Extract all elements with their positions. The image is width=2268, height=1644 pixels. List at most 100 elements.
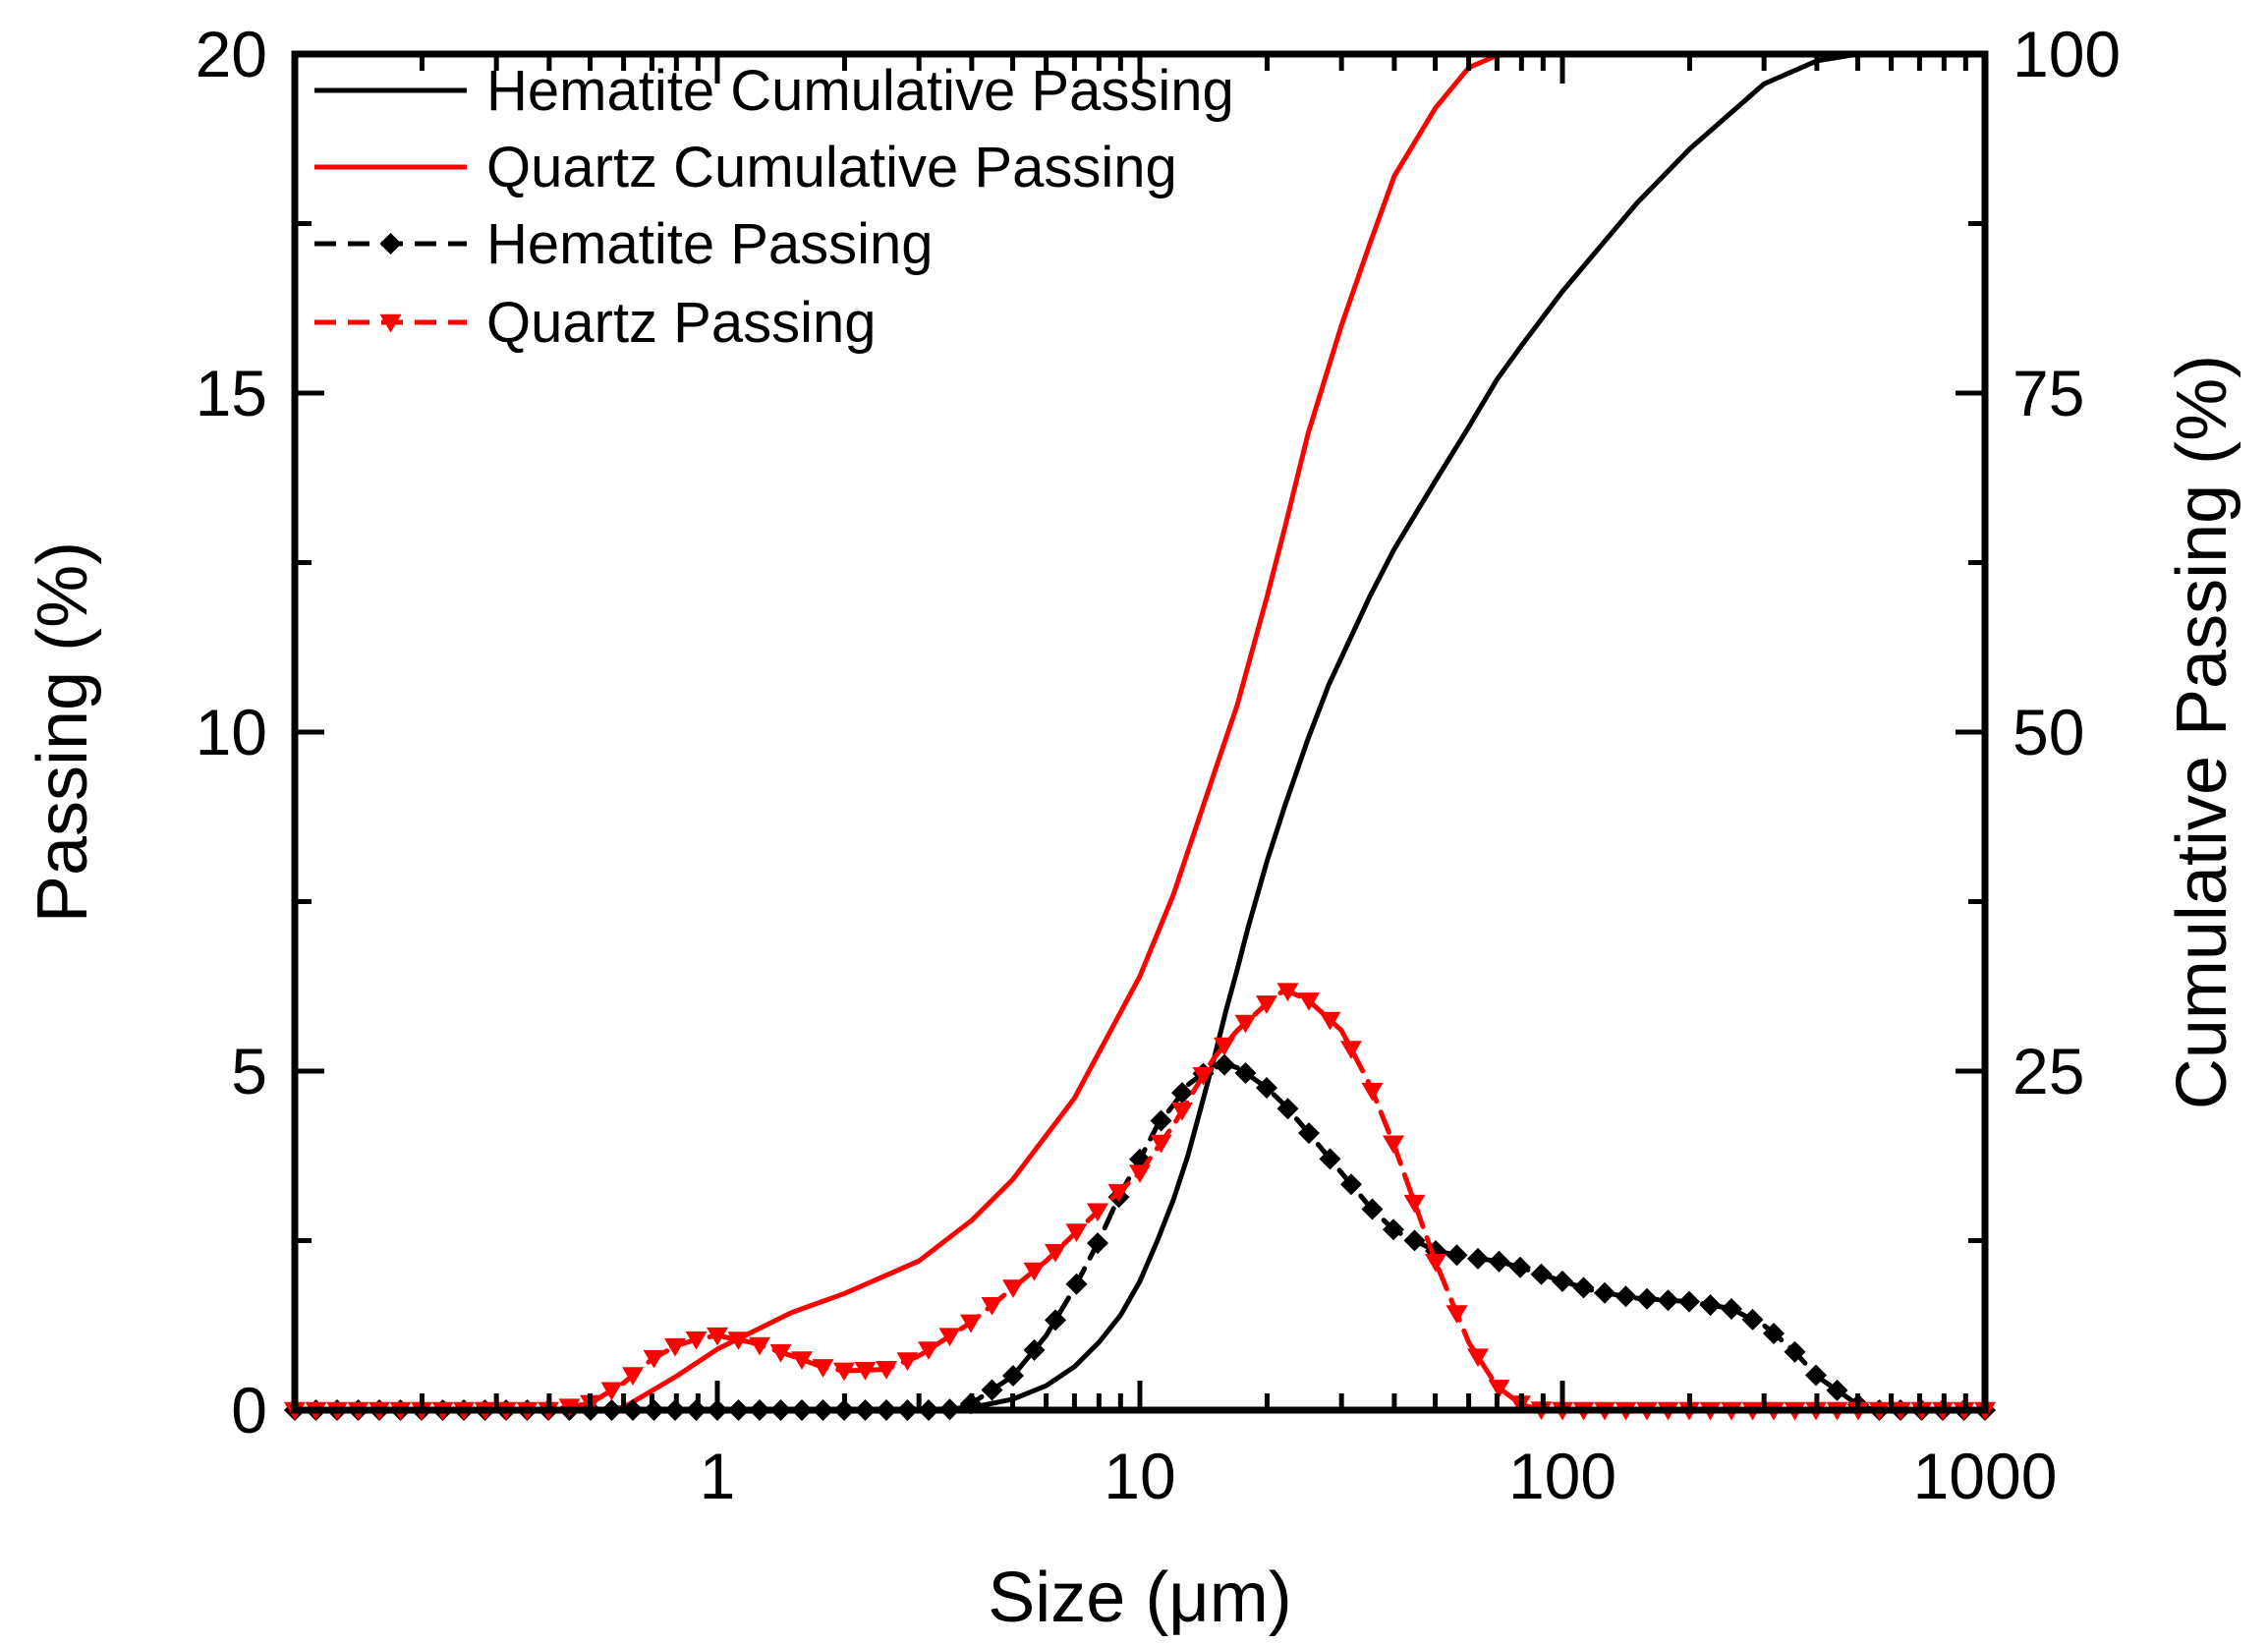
data-point <box>1403 1229 1426 1252</box>
data-point <box>1214 1053 1235 1076</box>
data-point <box>1361 1198 1384 1220</box>
data-point <box>1045 1243 1066 1263</box>
y-left-tick-label: 20 <box>196 18 267 90</box>
y-left-axis-title: Passing (%) <box>24 541 102 923</box>
data-point <box>1784 1340 1806 1363</box>
data-point <box>1319 1148 1341 1170</box>
data-point <box>685 1331 708 1350</box>
series-line-hematite-passing <box>292 1061 1988 1413</box>
data-point <box>1192 1066 1215 1086</box>
data-point <box>1107 1183 1130 1203</box>
y-right-tick-label: 50 <box>2013 696 2084 768</box>
axes-layer: 1 10 100 1000 0 5 10 15 20 25 50 75 100 Size (μm) Pass… <box>24 18 2241 1637</box>
data-point <box>1023 1338 1046 1361</box>
data-point <box>1045 1309 1066 1332</box>
data-point <box>981 1379 1003 1401</box>
legend-label: Hematite Passing <box>486 212 934 276</box>
data-point <box>1699 1294 1722 1317</box>
data-point <box>960 1314 982 1333</box>
x-tick-label: 1000 <box>1913 1440 2058 1512</box>
data-point <box>1002 1279 1024 1298</box>
legend-marker <box>379 313 402 333</box>
data-point <box>1572 1276 1595 1299</box>
markers-quartz-passing <box>284 983 1996 1421</box>
legend: Hematite Cumulative Passing Quartz Cumula… <box>314 59 1234 355</box>
data-point <box>1234 1061 1257 1084</box>
data-point <box>622 1367 644 1386</box>
legend-label: Quartz Cumulative Passing <box>486 136 1177 199</box>
data-point <box>1763 1323 1785 1345</box>
x-tick-label: 10 <box>1104 1440 1175 1512</box>
data-point <box>1150 1109 1172 1132</box>
markers-hematite-passing <box>284 1053 1996 1421</box>
data-point <box>1129 1164 1151 1183</box>
y-left-tick-label: 15 <box>196 357 267 429</box>
data-point <box>727 1332 750 1350</box>
y-right-tick-label: 25 <box>2013 1035 2084 1107</box>
x-tick-label: 1 <box>700 1440 736 1512</box>
data-point <box>1403 1194 1426 1214</box>
y-left-tick-label: 10 <box>196 696 267 768</box>
data-point <box>1276 1098 1299 1120</box>
data-point <box>1065 1273 1088 1295</box>
data-point <box>1530 1263 1553 1285</box>
data-point <box>1615 1285 1637 1308</box>
data-point <box>1319 1011 1341 1031</box>
data-point <box>1002 1364 1024 1387</box>
y-left-tick-label: 0 <box>231 1374 267 1446</box>
data-point <box>1741 1308 1764 1331</box>
data-point <box>876 1360 897 1380</box>
data-point <box>1256 1076 1277 1099</box>
data-point <box>1234 1014 1257 1034</box>
legend-item-hematite-cumulative-passing: Hematite Cumulative Passing <box>314 59 1234 123</box>
data-point <box>664 1337 686 1357</box>
data-point <box>1488 1250 1510 1273</box>
data-point <box>1340 1173 1362 1196</box>
data-point <box>918 1341 939 1360</box>
data-point <box>1276 983 1299 1002</box>
legend-item-quartz-cumulative-passing: Quartz Cumulative Passing <box>314 136 1177 199</box>
data-point <box>1594 1281 1616 1304</box>
data-point <box>833 1362 855 1382</box>
data-point <box>1087 1203 1108 1222</box>
data-point <box>1721 1297 1742 1320</box>
data-point <box>1298 1122 1320 1145</box>
data-point <box>1446 1305 1468 1325</box>
series-line-quartz-cumulative-passing <box>292 51 1988 1413</box>
data-point <box>1805 1364 1827 1387</box>
x-axis-ticks: 1 10 100 1000 <box>292 54 2058 1512</box>
series-hematite-cumulative-passing <box>292 51 1988 1413</box>
y-right-axis-title: Cumulative Passing (%) <box>2163 355 2241 1109</box>
data-point <box>1425 1254 1446 1273</box>
y-right-axis-ticks: 25 50 75 100 <box>1956 18 2121 1413</box>
data-point <box>1657 1289 1679 1312</box>
legend-marker <box>379 233 402 255</box>
data-point <box>1509 1256 1531 1278</box>
data-point <box>981 1296 1003 1316</box>
data-point <box>1383 1135 1404 1155</box>
x-tick-label: 100 <box>1508 1440 1616 1512</box>
data-point <box>1298 992 1320 1011</box>
data-point <box>1488 1380 1510 1398</box>
legend-item-hematite-passing: Hematite Passing <box>314 212 934 276</box>
data-point <box>938 1328 961 1347</box>
legend-item-quartz-passing: Quartz Passing <box>314 291 877 355</box>
data-point <box>812 1359 834 1378</box>
data-point <box>1552 1270 1573 1292</box>
data-point <box>1678 1290 1700 1313</box>
data-point <box>1361 1082 1384 1102</box>
series-quartz-passing <box>284 983 1996 1421</box>
data-point <box>854 1362 877 1381</box>
data-point <box>1446 1244 1468 1267</box>
data-point <box>1214 1037 1235 1056</box>
y-right-tick-label: 75 <box>2013 357 2084 429</box>
legend-label: Hematite Cumulative Passing <box>486 59 1234 123</box>
data-point <box>707 1327 728 1346</box>
data-point <box>1826 1379 1848 1401</box>
x-axis-title: Size (μm) <box>988 1559 1291 1637</box>
series-hematite-passing <box>284 1053 1996 1421</box>
data-point <box>1087 1232 1108 1255</box>
data-point <box>1171 1082 1193 1105</box>
data-point <box>600 1382 623 1401</box>
data-point <box>896 1352 919 1371</box>
